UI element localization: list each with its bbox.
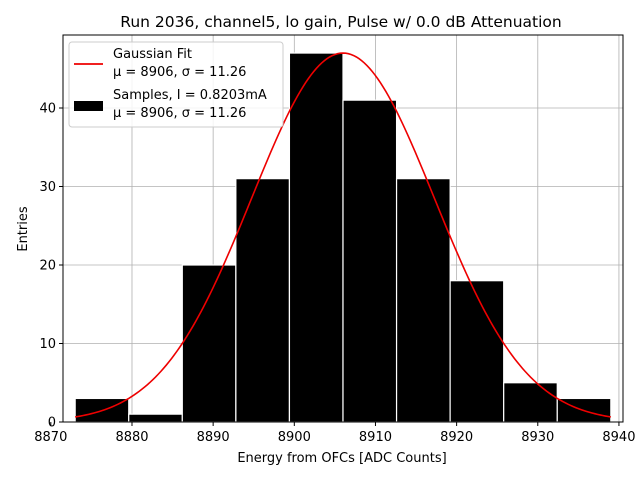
- x-tick-label: 8910: [359, 430, 392, 445]
- x-tick-label: 8900: [278, 430, 311, 445]
- y-tick-label: 10: [39, 337, 56, 352]
- histogram-bar: [181, 264, 237, 423]
- legend: Gaussian Fit μ = 8906, σ = 11.26 Samples…: [68, 41, 284, 128]
- histogram-bar: [128, 413, 183, 423]
- legend-samples-swatch: [74, 101, 103, 111]
- x-tick-label: 8880: [115, 430, 148, 445]
- x-tick-label: 8940: [602, 430, 635, 445]
- x-tick-label: 8870: [34, 430, 67, 445]
- y-axis-ticks: 0 10 20 30 40: [39, 102, 63, 431]
- histogram-bar: [342, 99, 398, 423]
- histogram-bar: [395, 178, 451, 423]
- x-axis-ticks: 8870 8880 8890 8900 8910 8920 8930 8940: [34, 422, 635, 445]
- x-tick-label: 8920: [440, 430, 473, 445]
- y-tick-label: 0: [48, 416, 56, 431]
- bars-layer: [74, 52, 612, 423]
- y-tick-label: 20: [39, 259, 56, 274]
- x-tick-label: 8930: [521, 430, 554, 445]
- plot-frame: [62, 34, 624, 423]
- y-axis-label: Entries: [16, 206, 31, 252]
- legend-fit-label: Gaussian Fit: [113, 47, 192, 62]
- x-axis-label: Energy from OFCs [ADC Counts]: [237, 451, 446, 466]
- legend-samples-label: Samples, I = 0.8203mA: [113, 88, 267, 103]
- histogram-bar: [449, 280, 505, 423]
- chart-title: Run 2036, channel5, lo gain, Pulse w/ 0.…: [120, 13, 561, 31]
- gaussian-fit-curve: [75, 52, 611, 418]
- histogram-bar: [503, 382, 558, 423]
- legend-samples-stats: μ = 8906, σ = 11.26: [113, 106, 246, 121]
- legend-fit-stats: μ = 8906, σ = 11.26: [113, 65, 246, 80]
- y-tick-label: 30: [39, 180, 56, 195]
- x-tick-label: 8890: [197, 430, 230, 445]
- legend-box: [68, 41, 284, 128]
- histogram-bar: [288, 52, 344, 423]
- y-tick-label: 40: [39, 102, 56, 117]
